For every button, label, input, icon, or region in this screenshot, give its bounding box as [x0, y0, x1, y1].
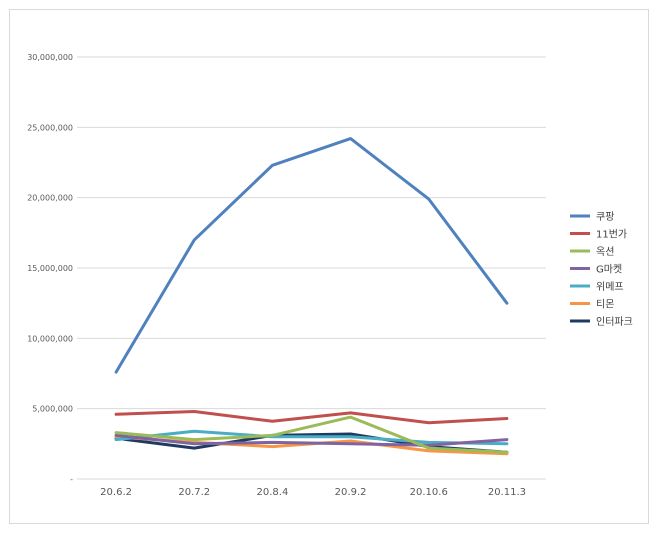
legend-label: 옥션 — [596, 246, 614, 258]
y-tick-label: 20,000,000 — [27, 194, 73, 203]
x-tick-label: 20.7.2 — [178, 487, 210, 498]
x-tick-label: 20.9.2 — [335, 487, 367, 498]
y-tick-label: - — [70, 475, 73, 484]
legend-label: 쿠팡 — [596, 211, 614, 223]
x-tick-label: 20.6.2 — [100, 487, 132, 498]
y-tick-label: 5,000,000 — [32, 405, 73, 414]
series-line-쿠팡 — [114, 137, 509, 374]
gridlines — [77, 56, 546, 410]
series-lines — [114, 137, 509, 456]
chart-frame: - 5,000,000 10,000,000 15,000,000 20,000,000… — [9, 9, 649, 524]
y-axis-ticks: - 5,000,000 10,000,000 15,000,000 20,000,000… — [27, 53, 73, 484]
y-tick-label: 15,000,000 — [27, 264, 73, 273]
x-tick-label: 20.10.6 — [410, 487, 448, 498]
x-tick-label: 20.8.4 — [257, 487, 289, 498]
series-line-11번가 — [114, 410, 509, 425]
series-line-옥션 — [114, 415, 509, 454]
legend-label: 티몬 — [596, 299, 614, 311]
legend-label: 11번가 — [596, 229, 627, 241]
series-line-위메프 — [114, 429, 509, 446]
x-axis: 20.6.2 20.7.2 20.8.4 20.9.2 20.10.6 20.11.3 — [77, 478, 546, 498]
series-line-G마켓 — [114, 433, 509, 447]
y-tick-label: 30,000,000 — [27, 53, 73, 62]
line-chart: - 5,000,000 10,000,000 15,000,000 20,000,000… — [27, 53, 633, 498]
legend-label: 인터파크 — [596, 316, 633, 328]
legend-label: 위메프 — [596, 280, 624, 293]
x-tick-label: 20.11.3 — [488, 487, 526, 498]
legend-label: G마켓 — [596, 264, 622, 276]
y-tick-label: 25,000,000 — [27, 123, 73, 132]
y-tick-label: 10,000,000 — [27, 334, 73, 343]
